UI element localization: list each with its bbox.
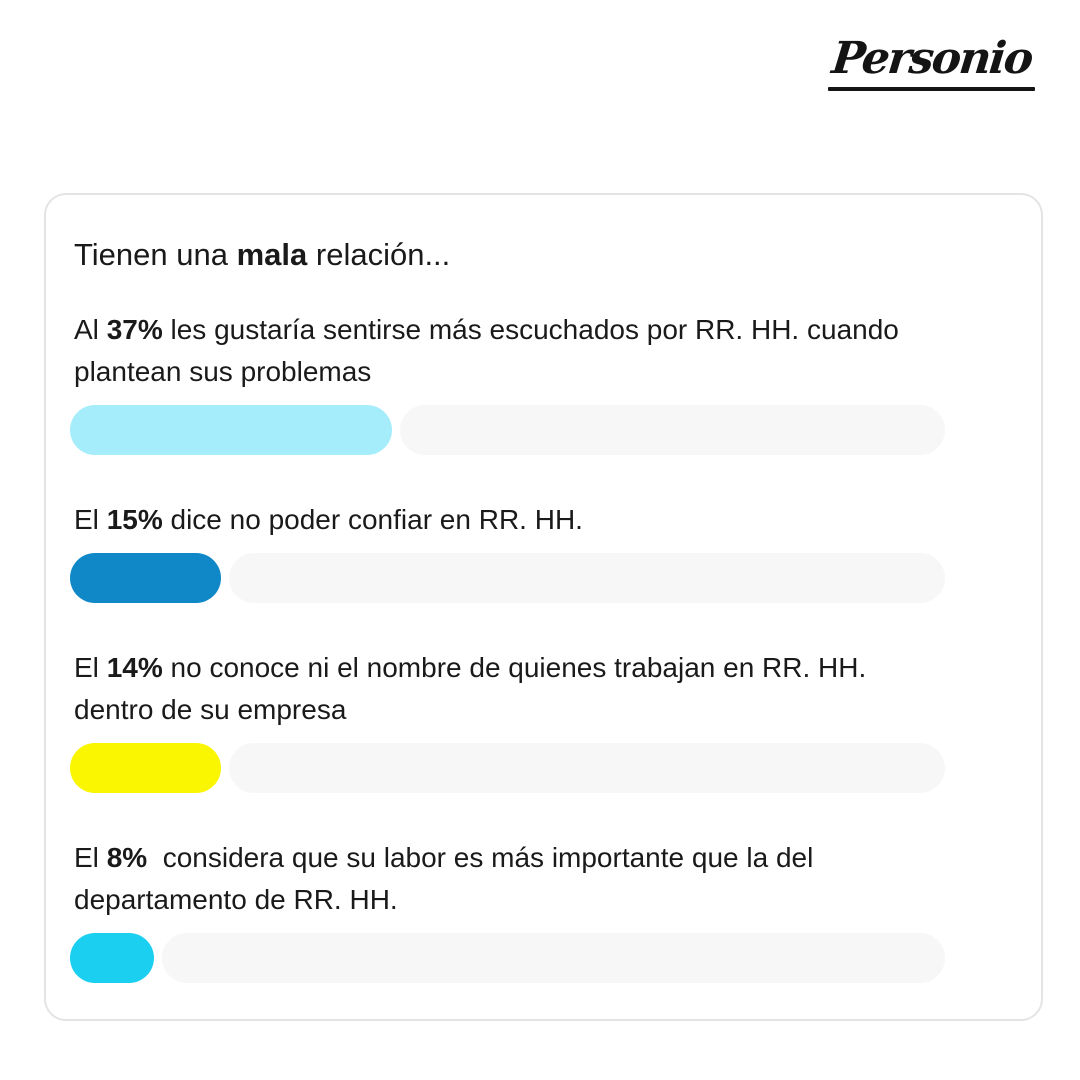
stat-prefix: Al bbox=[74, 314, 107, 345]
card-title-suffix: relación... bbox=[307, 237, 451, 272]
card-title-bold: mala bbox=[236, 237, 308, 272]
stat-block-37: Al 37% les gustaría sentirse más escucha… bbox=[70, 309, 945, 455]
bar-fill bbox=[70, 743, 222, 793]
bar-row bbox=[70, 933, 945, 983]
stat-rest: les gustaría sentirse más escuchados por… bbox=[74, 314, 907, 387]
bar-fill bbox=[70, 405, 392, 455]
stat-percent: 8% bbox=[106, 842, 148, 873]
stat-rest: dice no poder confiar en RR. HH. bbox=[162, 504, 583, 535]
stat-rest: no conoce ni el nombre de quienes trabaj… bbox=[74, 652, 875, 725]
stat-block-8: El 8% considera que su labor es más impo… bbox=[70, 837, 945, 983]
card-title: Tienen una mala relación... bbox=[74, 235, 941, 275]
stat-prefix: El bbox=[74, 652, 107, 683]
bar-track bbox=[400, 405, 945, 455]
stat-text: Al 37% les gustaría sentirse más escucha… bbox=[74, 309, 941, 393]
bar-track bbox=[229, 743, 945, 793]
bar-row bbox=[70, 553, 945, 603]
stat-text: El 15% dice no poder confiar en RR. HH. bbox=[74, 499, 941, 541]
bar-fill bbox=[70, 553, 221, 603]
stat-percent: 37% bbox=[106, 314, 163, 345]
personio-logo-text: Personio bbox=[829, 33, 1034, 84]
stat-rest: considera que su labor es más importante… bbox=[74, 842, 822, 915]
stat-block-15: El 15% dice no poder confiar en RR. HH. bbox=[70, 499, 945, 603]
bar-track bbox=[228, 553, 945, 603]
personio-logo: Personio bbox=[827, 33, 1035, 92]
stat-prefix: El bbox=[74, 842, 107, 873]
stats-card: Tienen una mala relación... Al 37% les g… bbox=[44, 193, 1043, 1021]
bar-row bbox=[70, 743, 945, 793]
stat-percent: 14% bbox=[106, 652, 163, 683]
stat-text: El 8% considera que su labor es más impo… bbox=[74, 837, 941, 921]
stat-percent: 15% bbox=[106, 504, 163, 535]
stat-prefix: El bbox=[74, 504, 107, 535]
card-title-prefix: Tienen una bbox=[74, 237, 237, 272]
stat-block-14: El 14% no conoce ni el nombre de quienes… bbox=[70, 647, 945, 793]
personio-logo-underline bbox=[827, 87, 1035, 92]
bar-track bbox=[162, 933, 945, 983]
bar-row bbox=[70, 405, 945, 455]
stat-text: El 14% no conoce ni el nombre de quienes… bbox=[74, 647, 941, 731]
bar-fill bbox=[70, 933, 154, 983]
